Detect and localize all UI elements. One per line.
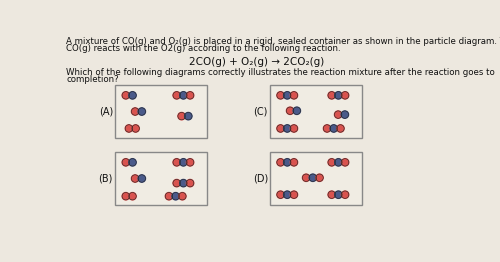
Text: (A): (A) [98, 107, 113, 117]
Circle shape [334, 92, 342, 99]
Circle shape [284, 125, 291, 132]
Circle shape [186, 179, 194, 187]
Circle shape [302, 174, 310, 182]
Circle shape [341, 111, 348, 118]
Circle shape [132, 125, 140, 132]
FancyBboxPatch shape [270, 152, 362, 205]
Circle shape [129, 193, 136, 200]
Text: CO(g) reacts with the O2(g) according to the following reaction.: CO(g) reacts with the O2(g) according to… [66, 44, 341, 53]
Circle shape [178, 112, 186, 120]
Text: 2CO(g) + O₂(g) → 2CO₂(g): 2CO(g) + O₂(g) → 2CO₂(g) [188, 57, 324, 67]
Circle shape [180, 159, 187, 166]
Text: Which of the following diagrams correctly illustrates the reaction mixture after: Which of the following diagrams correctl… [66, 68, 495, 77]
Circle shape [180, 92, 187, 99]
Circle shape [277, 92, 284, 99]
Circle shape [132, 108, 139, 115]
Circle shape [342, 191, 349, 198]
FancyBboxPatch shape [115, 85, 206, 138]
Circle shape [290, 159, 298, 166]
Circle shape [180, 179, 187, 187]
Circle shape [334, 191, 342, 198]
Text: (D): (D) [252, 173, 268, 183]
Circle shape [334, 159, 342, 166]
Circle shape [129, 159, 136, 166]
Circle shape [316, 174, 323, 182]
Circle shape [290, 191, 298, 198]
Circle shape [284, 159, 291, 166]
Circle shape [328, 92, 336, 99]
Circle shape [277, 191, 284, 198]
Circle shape [122, 193, 130, 200]
Circle shape [336, 125, 344, 132]
Circle shape [186, 159, 194, 166]
Circle shape [284, 191, 291, 198]
Circle shape [173, 159, 180, 166]
Circle shape [184, 112, 192, 120]
Circle shape [125, 125, 132, 132]
Circle shape [132, 175, 139, 182]
Circle shape [173, 179, 180, 187]
Circle shape [178, 193, 186, 200]
Circle shape [290, 92, 298, 99]
Text: A mixture of CO(g) and O₂(g) is placed in a rigid, sealed container as shown in : A mixture of CO(g) and O₂(g) is placed i… [66, 37, 500, 46]
Circle shape [328, 159, 336, 166]
Circle shape [172, 193, 180, 200]
Circle shape [330, 125, 338, 132]
Circle shape [138, 108, 145, 115]
Text: (C): (C) [254, 107, 268, 117]
Circle shape [122, 92, 130, 99]
Circle shape [309, 174, 316, 182]
Circle shape [284, 92, 291, 99]
Circle shape [334, 111, 342, 118]
Circle shape [277, 159, 284, 166]
Circle shape [165, 193, 172, 200]
Circle shape [138, 175, 145, 182]
Circle shape [324, 125, 331, 132]
Circle shape [342, 159, 349, 166]
Circle shape [293, 107, 300, 114]
Circle shape [286, 107, 294, 114]
Text: completion?: completion? [66, 75, 119, 84]
Circle shape [173, 92, 180, 99]
Circle shape [122, 159, 130, 166]
Circle shape [277, 125, 284, 132]
Circle shape [328, 191, 336, 198]
Circle shape [290, 125, 298, 132]
FancyBboxPatch shape [270, 85, 362, 138]
Circle shape [342, 92, 349, 99]
Text: (B): (B) [98, 173, 113, 183]
FancyBboxPatch shape [115, 152, 206, 205]
Circle shape [129, 92, 136, 99]
Circle shape [186, 92, 194, 99]
